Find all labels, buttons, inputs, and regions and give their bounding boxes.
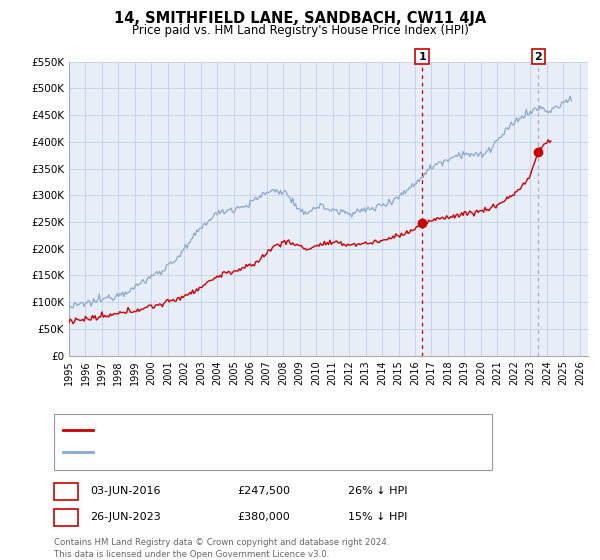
Text: 14, SMITHFIELD LANE, SANDBACH, CW11 4JA: 14, SMITHFIELD LANE, SANDBACH, CW11 4JA [114,11,486,26]
Text: £247,500: £247,500 [237,486,290,496]
Text: 26% ↓ HPI: 26% ↓ HPI [348,486,407,496]
Text: 1: 1 [418,52,426,62]
Text: Contains HM Land Registry data © Crown copyright and database right 2024.: Contains HM Land Registry data © Crown c… [54,538,389,547]
Text: 03-JUN-2016: 03-JUN-2016 [90,486,161,496]
Text: 2: 2 [62,511,70,524]
Text: £380,000: £380,000 [237,512,290,522]
Text: 26-JUN-2023: 26-JUN-2023 [90,512,161,522]
Text: 1: 1 [62,484,70,498]
Text: 2: 2 [535,52,542,62]
Text: 14, SMITHFIELD LANE, SANDBACH, CW11 4JA (detached house): 14, SMITHFIELD LANE, SANDBACH, CW11 4JA … [99,425,446,435]
Text: HPI: Average price, detached house, Cheshire East: HPI: Average price, detached house, Ches… [99,447,376,458]
Text: This data is licensed under the Open Government Licence v3.0.: This data is licensed under the Open Gov… [54,550,329,559]
Text: 15% ↓ HPI: 15% ↓ HPI [348,512,407,522]
Text: Price paid vs. HM Land Registry's House Price Index (HPI): Price paid vs. HM Land Registry's House … [131,24,469,37]
